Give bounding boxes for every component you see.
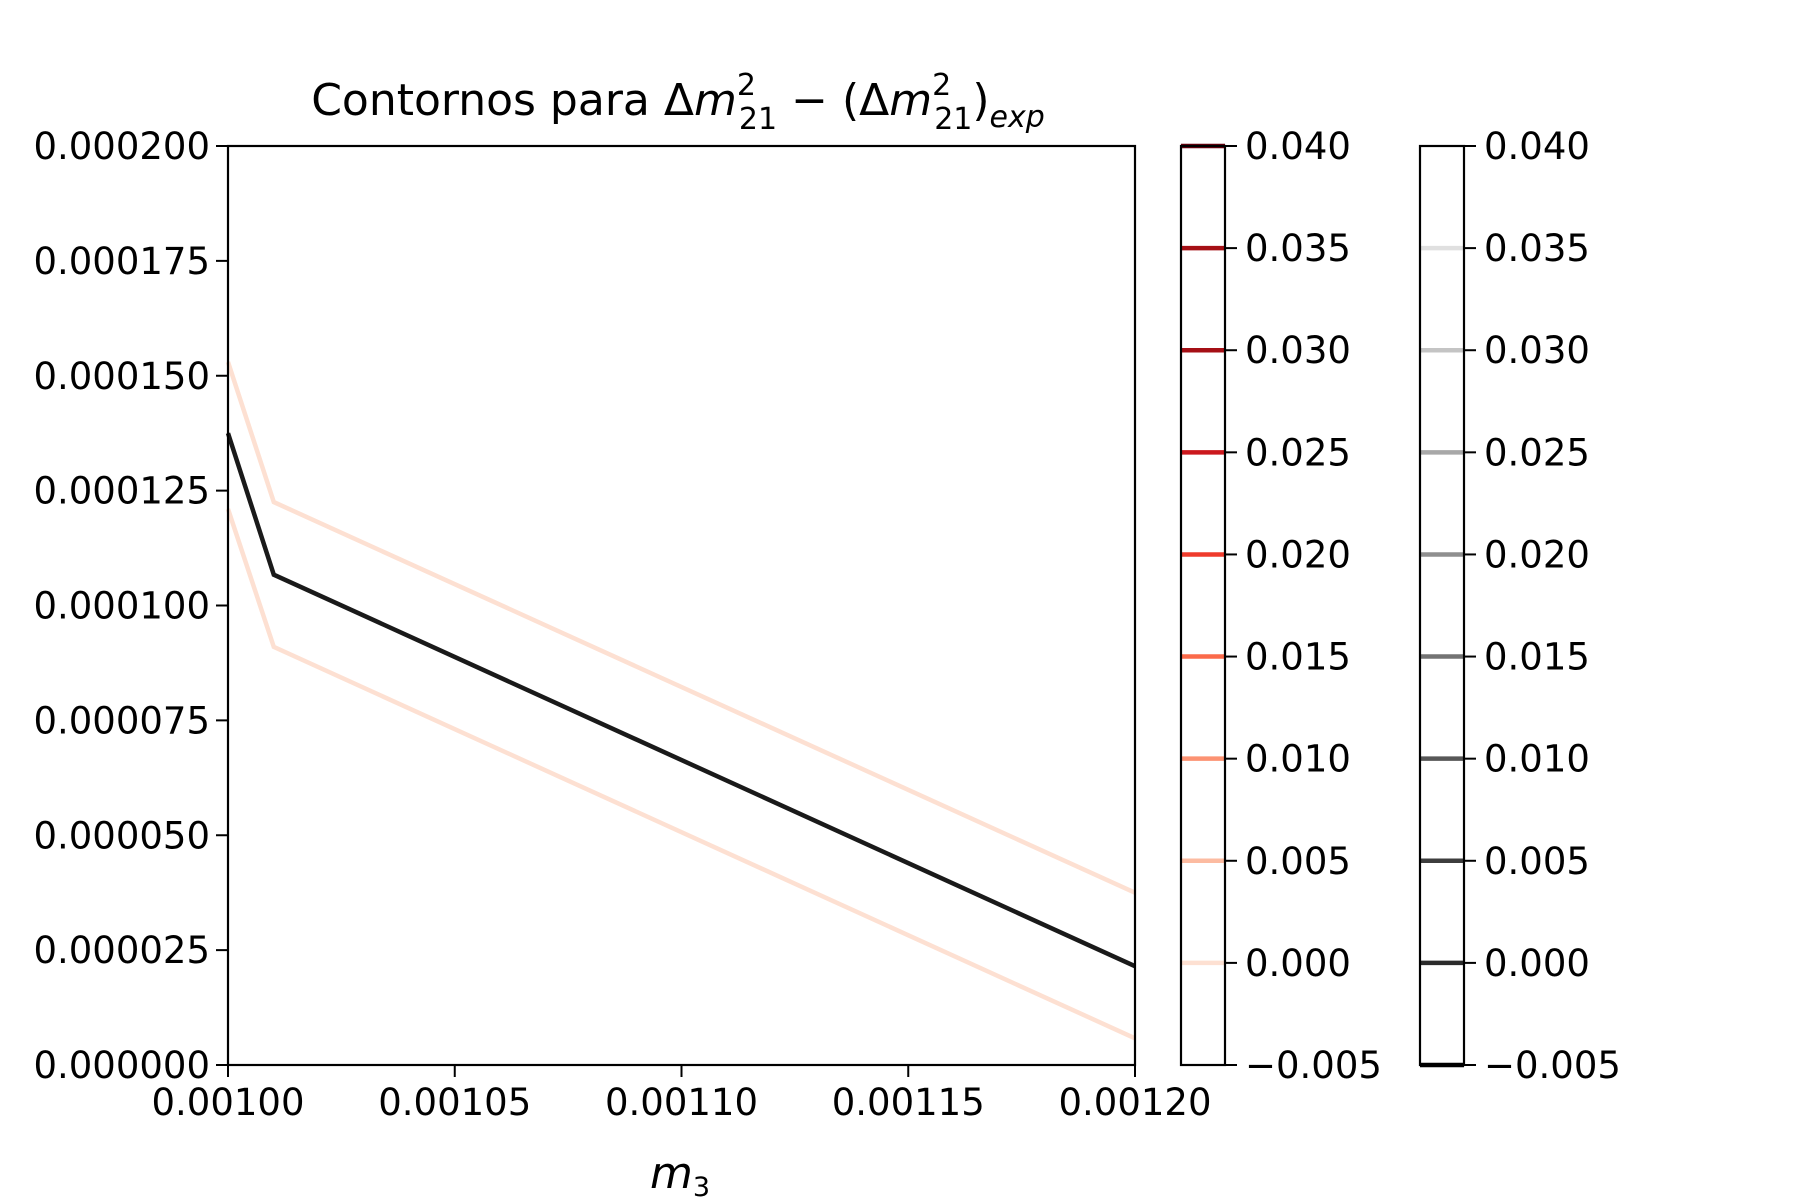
colorbar-tick-label: 0.010 xyxy=(1484,738,1590,781)
colorbar-tick-label: 0.000 xyxy=(1484,942,1590,985)
x-tick-label: 0.00115 xyxy=(832,1081,985,1124)
colorbar-tick-label: 0.015 xyxy=(1484,636,1590,679)
colorbar-tick-label: 0.005 xyxy=(1484,840,1590,883)
colorbar-tick-label: 0.030 xyxy=(1245,329,1351,372)
colorbar-tick-label: 0.020 xyxy=(1245,533,1351,576)
y-tick-label: 0.000200 xyxy=(33,125,210,168)
contour-line-1 xyxy=(225,508,1136,1041)
colorbar-frame xyxy=(1418,144,1466,1067)
chart-title: Contornos para Δm2 21 − (Δm2 21)exp xyxy=(311,68,1045,137)
colorbar-tick-label: 0.015 xyxy=(1245,636,1351,679)
colorbar-tick-label: 0.000 xyxy=(1245,942,1351,985)
x-axis: 0.00100 0.00105 0.00110 0.00115 0.00120 xyxy=(151,1065,1212,1124)
plot-area: 0.00100 0.00105 0.00110 0.00115 0.00120 0.00… xyxy=(33,125,1211,1124)
y-tick-label: 0.000000 xyxy=(33,1044,210,1087)
y-tick-label: 0.000050 xyxy=(33,814,210,857)
colorbar-tick-label: 0.025 xyxy=(1484,431,1590,474)
x-tick-label: 0.00105 xyxy=(378,1081,531,1124)
y-tick-label: 0.000175 xyxy=(33,240,210,283)
y-tick-label: 0.000150 xyxy=(33,355,210,398)
colorbar-greys: −0.005 0.000 0.005 0.010 0.015 0.020 0.025 0.03… xyxy=(1418,125,1621,1087)
colorbar-tick-label: 0.025 xyxy=(1245,431,1351,474)
colorbar-tick-label: 0.035 xyxy=(1484,227,1590,270)
y-tick-label: 0.000075 xyxy=(33,699,210,742)
colorbar-tick-label: 0.040 xyxy=(1484,125,1590,168)
colorbar-frame xyxy=(1179,144,1227,1067)
colorbar-tick-label: 0.040 xyxy=(1245,125,1351,168)
colorbar-tick-label: 0.005 xyxy=(1245,840,1351,883)
colorbar-tick-label: −0.005 xyxy=(1484,1044,1621,1087)
y-tick-label: 0.000100 xyxy=(33,585,210,628)
x-tick-label: 0.00110 xyxy=(605,1081,758,1124)
colorbar-tick-label: −0.005 xyxy=(1245,1044,1382,1087)
x-tick-label: 0.00100 xyxy=(151,1081,304,1124)
y-tick-label: 0.000025 xyxy=(33,929,210,972)
series-layer xyxy=(225,361,1136,1041)
y-axis: 0.000000 0.000025 0.000050 0.000075 0.000100… xyxy=(33,125,228,1087)
colorbar-tick-label: 0.010 xyxy=(1245,738,1351,781)
x-axis-label: m3 xyxy=(650,1148,710,1200)
x-tick-label: 0.00120 xyxy=(1058,1081,1211,1124)
contour-line-2 xyxy=(225,432,1136,969)
colorbar-reds: −0.005 0.000 0.005 0.010 0.015 0.020 0.025 0.03… xyxy=(1179,125,1382,1087)
colorbar-tick-label: 0.020 xyxy=(1484,533,1590,576)
colorbar-tick-label: 0.035 xyxy=(1245,227,1351,270)
colorbar-tick-label: 0.030 xyxy=(1484,329,1590,372)
plot-frame xyxy=(226,144,1137,1067)
y-tick-label: 0.000125 xyxy=(33,470,210,513)
contour-line-0 xyxy=(225,361,1136,895)
